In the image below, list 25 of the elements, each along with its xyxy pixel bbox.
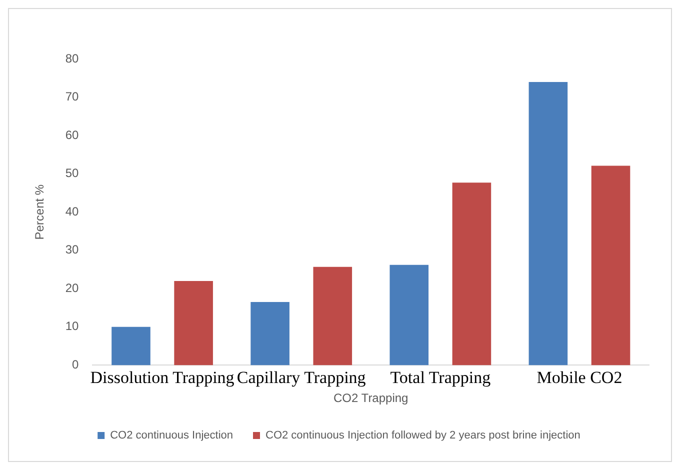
y-tick-label: 80 [65, 51, 80, 66]
x-tick-label: Total Trapping [390, 368, 492, 387]
bar [174, 280, 213, 366]
bar [250, 302, 290, 366]
y-axis-title: Percent % [32, 184, 47, 240]
y-tick-label: 40 [65, 204, 80, 218]
x-axis-title: CO2 Trapping [334, 391, 408, 406]
legend-label: CO2 continuous Injection followed by 2 years post brine injection [266, 430, 580, 442]
y-tick-label: 20 [65, 280, 80, 295]
bar [528, 82, 568, 366]
y-tick-label: 70 [65, 90, 80, 104]
bar [313, 266, 352, 366]
bar [390, 264, 429, 366]
y-tick-label: 0 [72, 358, 80, 372]
y-tick-label: 50 [65, 166, 80, 180]
legend-label: CO2 continuous Injection [110, 430, 234, 442]
y-tick-label: 30 [65, 242, 80, 257]
bar [452, 182, 492, 366]
bar [112, 326, 150, 366]
x-tick-label: Dissolution Trapping [90, 368, 235, 387]
y-tick-label: 10 [65, 319, 80, 334]
x-tick-label: Mobile CO2 [536, 368, 622, 387]
y-tick-label: 60 [65, 128, 80, 142]
x-tick-label: Capillary Trapping [236, 368, 366, 387]
bar [591, 166, 630, 366]
